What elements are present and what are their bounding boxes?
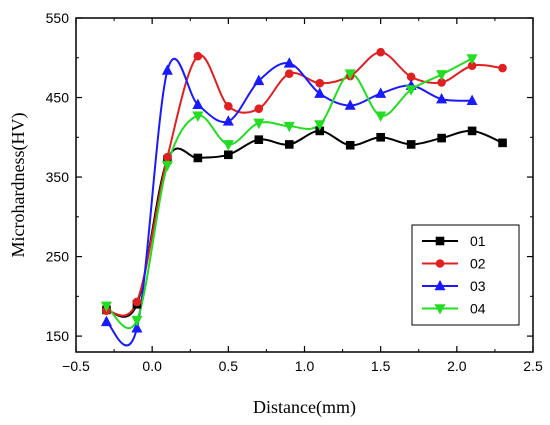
data-point-04	[314, 120, 326, 131]
data-point-02	[193, 51, 203, 61]
data-point-01	[284, 140, 294, 149]
data-point-04	[161, 160, 173, 172]
data-point-03	[253, 74, 265, 86]
data-point-02	[224, 101, 233, 111]
y-tick-label: 250	[46, 249, 70, 265]
data-point-04	[253, 118, 265, 130]
x-axis-tick-labels: −0.5 0.0 0.5 1.0 1.5 2.0 2.5	[62, 358, 543, 374]
legend: 01 02 03 04	[411, 224, 520, 326]
axis-ticks	[75, 17, 534, 352]
y-tick-label: 450	[46, 90, 70, 106]
y-axis-label: Microhardness(HV)	[8, 113, 29, 258]
data-point-01	[437, 133, 446, 143]
data-point-03	[192, 98, 204, 109]
data-point-01	[467, 126, 477, 136]
data-point-02	[498, 63, 507, 73]
x-axis-label: Distance(mm)	[253, 397, 356, 418]
data-point-04	[100, 301, 112, 313]
y-axis-tick-labels: 150 250 350 450 550	[46, 10, 70, 344]
data-point-02	[163, 152, 172, 162]
data-point-02	[132, 297, 142, 307]
data-point-04	[405, 85, 417, 96]
data-point-03	[375, 87, 387, 98]
legend-marker-04	[434, 304, 446, 315]
legend-marker-03	[434, 279, 446, 291]
data-point-03	[161, 64, 173, 75]
data-point-02	[315, 78, 325, 88]
legend-label-01: 01	[470, 233, 486, 249]
data-point-01	[193, 153, 203, 163]
data-point-01	[254, 135, 264, 144]
data-point-03	[436, 92, 448, 104]
x-tick-label: −0.5	[62, 358, 90, 374]
data-point-04	[222, 140, 234, 151]
x-tick-label: 0.0	[142, 358, 162, 374]
data-point-03	[344, 99, 356, 110]
data-point-04	[131, 315, 143, 327]
x-tick-label: 2.0	[447, 358, 467, 374]
x-tick-label: 1.5	[371, 358, 391, 374]
data-point-01	[406, 140, 416, 149]
legend-label-04: 04	[470, 301, 486, 317]
data-point-01	[376, 132, 385, 142]
data-point-03	[283, 57, 295, 68]
data-point-04	[283, 121, 295, 133]
data-point-03	[314, 87, 326, 98]
legend-label-03: 03	[470, 278, 486, 294]
series-markers	[100, 47, 507, 333]
data-point-02	[376, 47, 385, 57]
data-point-03	[131, 321, 143, 333]
data-point-01	[498, 138, 507, 148]
data-point-01	[345, 140, 355, 150]
data-point-03	[100, 315, 112, 327]
y-tick-label: 350	[46, 169, 70, 185]
data-point-03	[222, 115, 234, 126]
data-point-04	[192, 111, 204, 122]
legend-label-02: 02	[470, 256, 486, 272]
y-tick-label: 550	[46, 10, 70, 26]
x-tick-label: 1.0	[295, 358, 315, 374]
data-point-02	[284, 69, 294, 78]
data-point-01	[224, 150, 233, 160]
data-point-04	[466, 54, 478, 65]
y-tick-label: 150	[46, 328, 70, 344]
x-tick-label: 2.5	[523, 358, 543, 374]
data-point-04	[375, 111, 387, 122]
legend-marker-01	[435, 236, 445, 246]
data-point-04	[436, 70, 448, 81]
x-tick-label: 0.5	[219, 358, 239, 374]
legend-marker-02	[435, 259, 445, 268]
data-point-02	[254, 104, 264, 113]
data-point-04	[344, 69, 356, 80]
data-point-03	[466, 94, 478, 106]
